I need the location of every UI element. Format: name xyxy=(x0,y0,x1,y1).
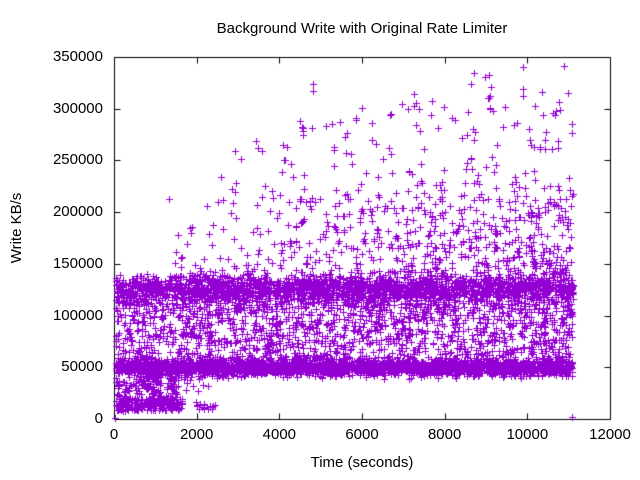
y-tick-label: 50000 xyxy=(61,358,103,376)
y-tick-label: 250000 xyxy=(52,151,103,169)
y-tick-label: 350000 xyxy=(52,48,103,65)
x-tick-label: 10000 xyxy=(506,426,549,443)
x-tick-label: 12000 xyxy=(589,426,631,443)
x-tick-label: 2000 xyxy=(179,426,214,443)
x-tick-label: 6000 xyxy=(345,426,379,443)
y-tick-label: 300000 xyxy=(52,99,103,117)
x-tick-label: 4000 xyxy=(262,426,297,443)
x-axis-label: Time (seconds) xyxy=(310,454,414,471)
x-tick-label: 0 xyxy=(109,426,119,443)
y-tick-label: 0 xyxy=(94,410,103,427)
x-tick-label: 8000 xyxy=(427,426,462,443)
y-axis-label: Write KB/s xyxy=(8,192,25,264)
y-tick-label: 150000 xyxy=(52,254,103,272)
y-tick-label: 100000 xyxy=(52,306,103,324)
chart-title: Background Write with Original Rate Limi… xyxy=(216,20,508,37)
y-tick-label: 200000 xyxy=(52,203,103,221)
